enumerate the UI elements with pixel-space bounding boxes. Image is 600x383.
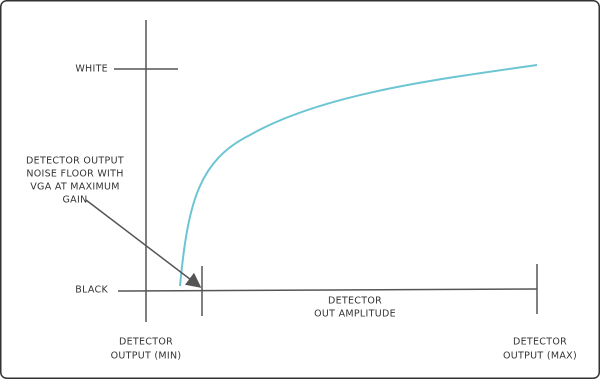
output-min-label: OUTPUT (MIN) <box>111 351 182 362</box>
black-level <box>117 288 538 292</box>
output-min-label: DETECTOR <box>119 337 173 348</box>
noise-floor-label: VGA AT MAXIMUM <box>30 182 120 193</box>
white-label: WHITE <box>75 64 108 75</box>
response-curve <box>179 64 538 287</box>
amplitude-label: DETECTOR <box>328 296 382 307</box>
black-label: BLACK <box>75 285 108 296</box>
amplitude-label: OUT AMPLITUDE <box>314 309 396 320</box>
noise-floor-label: NOISE FLOOR WITH <box>26 169 123 180</box>
output-max-label: DETECTOR <box>513 337 567 348</box>
noise-floor-label: DETECTOR OUTPUT <box>26 156 124 167</box>
noise-floor-label: GAIN <box>63 195 88 206</box>
output-max-label: OUTPUT (MAX) <box>503 351 577 362</box>
noise-floor-arrow <box>85 199 202 288</box>
